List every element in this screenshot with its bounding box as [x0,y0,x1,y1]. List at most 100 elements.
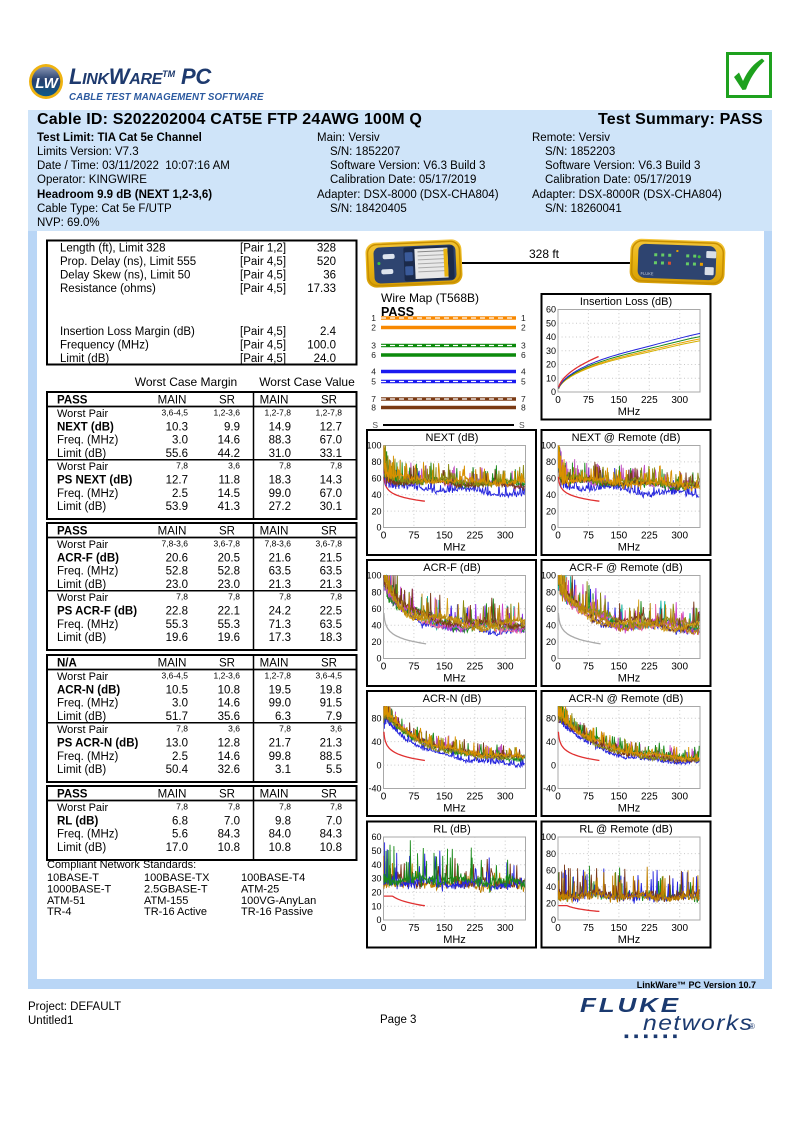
svg-text:7,8-3,6: 7,8-3,6 [162,539,189,549]
svg-text:328 ft: 328 ft [529,247,560,261]
svg-text:[Pair 1,2]: [Pair 1,2] [240,243,286,255]
svg-text:Worst Pair: Worst Pair [57,408,108,420]
svg-text:NEXT (dB): NEXT (dB) [57,421,114,433]
svg-text:75: 75 [583,531,595,542]
svg-text:Freq. (MHz): Freq. (MHz) [57,829,119,841]
svg-text:[Pair 4,5]: [Pair 4,5] [240,270,286,282]
svg-text:8: 8 [521,403,526,413]
svg-text:20: 20 [546,506,556,516]
svg-text:17.3: 17.3 [269,632,291,644]
svg-text:Worst Pair: Worst Pair [57,461,108,473]
svg-text:ATM-51: ATM-51 [47,895,85,907]
svg-text:51.7: 51.7 [166,711,188,723]
svg-text:[Pair 4,5]: [Pair 4,5] [240,256,286,268]
svg-text:10.8: 10.8 [218,684,240,696]
svg-text:0: 0 [555,395,561,406]
svg-text:N/A: N/A [57,658,77,670]
svg-text:MHz: MHz [618,934,641,946]
svg-text:MHz: MHz [618,406,641,418]
svg-text:20: 20 [371,637,381,647]
svg-text:10: 10 [371,901,381,911]
svg-text:NEXT (dB): NEXT (dB) [426,432,479,444]
svg-text:ACR-F (dB): ACR-F (dB) [423,562,480,574]
svg-text:33.1: 33.1 [320,448,342,460]
svg-text:7.0: 7.0 [224,815,240,827]
svg-text:19.8: 19.8 [320,684,342,696]
svg-text:40: 40 [371,490,381,500]
svg-text:150: 150 [436,923,453,934]
svg-text:150: 150 [611,792,628,803]
svg-text:55.6: 55.6 [166,448,188,460]
svg-text:6.3: 6.3 [275,711,291,723]
svg-text:0: 0 [555,792,561,803]
svg-text:22.8: 22.8 [166,606,188,618]
svg-text:80: 80 [371,713,381,723]
svg-text:14.6: 14.6 [218,698,240,710]
svg-text:Wire Map (T568B): Wire Map (T568B) [381,291,479,305]
svg-text:300: 300 [497,923,514,934]
svg-text:0: 0 [381,531,387,542]
svg-text:40: 40 [371,621,381,631]
svg-text:24.2: 24.2 [269,606,291,618]
svg-text:100: 100 [541,441,556,451]
svg-text:36: 36 [323,270,336,282]
svg-text:41.3: 41.3 [218,501,240,513]
svg-text:0: 0 [381,662,387,673]
svg-text:40: 40 [546,882,556,892]
svg-text:225: 225 [466,531,483,542]
svg-text:35.6: 35.6 [218,711,240,723]
svg-text:-40: -40 [368,784,381,794]
svg-text:100.0: 100.0 [307,340,336,352]
svg-text:RL (dB): RL (dB) [57,815,98,827]
svg-text:520: 520 [317,256,336,268]
svg-text:PS NEXT (dB): PS NEXT (dB) [57,475,133,487]
svg-text:71.3: 71.3 [269,619,291,631]
svg-text:10.8: 10.8 [218,842,240,854]
svg-text:7,8: 7,8 [176,724,188,734]
svg-text:150: 150 [436,792,453,803]
svg-text:100: 100 [541,832,556,842]
svg-text:100: 100 [541,571,556,581]
svg-text:30.1: 30.1 [320,501,342,513]
svg-text:100BASE-T4: 100BASE-T4 [241,872,305,884]
svg-text:99.0: 99.0 [269,488,291,500]
svg-text:0: 0 [376,654,381,664]
svg-text:21.6: 21.6 [269,552,291,564]
svg-text:SR: SR [321,395,337,407]
svg-text:225: 225 [466,662,483,673]
svg-text:7,8-3,6: 7,8-3,6 [265,539,292,549]
svg-text:5: 5 [521,377,526,387]
svg-text:TR-16 Active: TR-16 Active [144,906,207,918]
svg-text:1,2-7,8: 1,2-7,8 [265,671,292,681]
svg-text:Resistance (ohms): Resistance (ohms) [60,283,156,295]
svg-text:300: 300 [671,395,688,406]
svg-text:MAIN: MAIN [158,526,187,538]
svg-text:Freq. (MHz): Freq. (MHz) [57,488,119,500]
svg-text:7.9: 7.9 [326,711,342,723]
svg-text:14.6: 14.6 [218,751,240,763]
svg-text:300: 300 [497,531,514,542]
svg-text:20.5: 20.5 [218,552,240,564]
svg-text:300: 300 [671,531,688,542]
svg-text:53.9: 53.9 [166,501,188,513]
svg-text:6: 6 [521,350,526,360]
svg-text:7,8: 7,8 [330,461,342,471]
svg-text:MAIN: MAIN [260,658,289,670]
svg-text:100: 100 [366,441,381,451]
svg-text:300: 300 [671,662,688,673]
svg-text:100VG-AnyLan: 100VG-AnyLan [241,895,316,907]
svg-text:40: 40 [546,621,556,631]
svg-text:ACR-N @ Remote (dB): ACR-N @ Remote (dB) [569,693,683,705]
svg-text:80: 80 [546,849,556,859]
svg-text:0: 0 [551,523,556,533]
svg-text:0: 0 [555,923,561,934]
svg-text:60: 60 [546,305,556,315]
svg-text:7,8: 7,8 [279,592,291,602]
svg-text:7,8: 7,8 [228,592,240,602]
svg-text:Worst Pair: Worst Pair [57,592,108,604]
svg-text:Limit (dB): Limit (dB) [57,842,106,854]
svg-text:7,8: 7,8 [228,802,240,812]
svg-text:PS ACR-F (dB): PS ACR-F (dB) [57,606,137,618]
svg-text:3.0: 3.0 [172,435,188,447]
svg-text:0: 0 [551,915,556,925]
